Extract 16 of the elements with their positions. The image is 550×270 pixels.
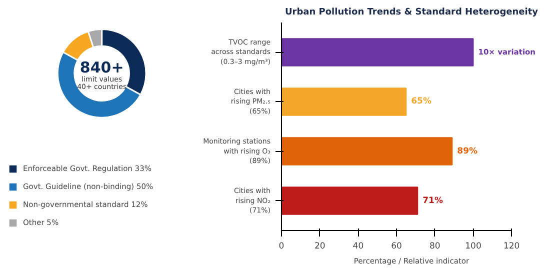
data-label: 65% — [411, 96, 432, 107]
x-tick-label: 20 — [314, 242, 326, 252]
x-tick-label: 0 — [278, 242, 284, 252]
x-tick-label: 100 — [465, 242, 482, 252]
bar — [282, 186, 418, 215]
x-tick-label: 80 — [429, 242, 440, 252]
x-tick-label: 120 — [503, 242, 520, 252]
data-label: 89% — [457, 146, 478, 156]
data-label: 71% — [422, 196, 444, 206]
bar — [282, 88, 407, 116]
x-tick-label: 40 — [352, 242, 364, 252]
bar — [282, 137, 453, 166]
text: 840+ — [80, 58, 124, 77]
x-tick-label: 60 — [391, 242, 402, 252]
bar — [282, 38, 474, 66]
chart-title: Urban Pollution Trends & Standard Heterogeneity — [284, 8, 538, 18]
